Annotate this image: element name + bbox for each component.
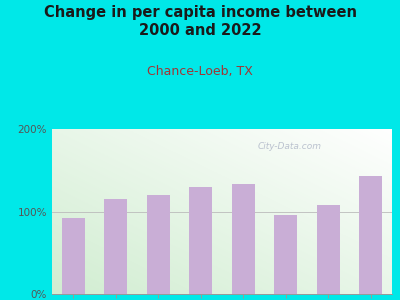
Bar (104, 199, 128, 294)
Bar (274, 215, 298, 294)
Bar (359, 176, 382, 294)
Bar (232, 184, 255, 294)
Text: Change in per capita income between
2000 and 2022: Change in per capita income between 2000… (44, 4, 356, 38)
Bar (146, 195, 170, 294)
Text: Chance-Loeb, TX: Chance-Loeb, TX (147, 64, 253, 77)
Bar (316, 205, 340, 294)
Bar (189, 187, 212, 294)
Bar (62, 218, 85, 294)
Text: City-Data.com: City-Data.com (258, 142, 322, 151)
